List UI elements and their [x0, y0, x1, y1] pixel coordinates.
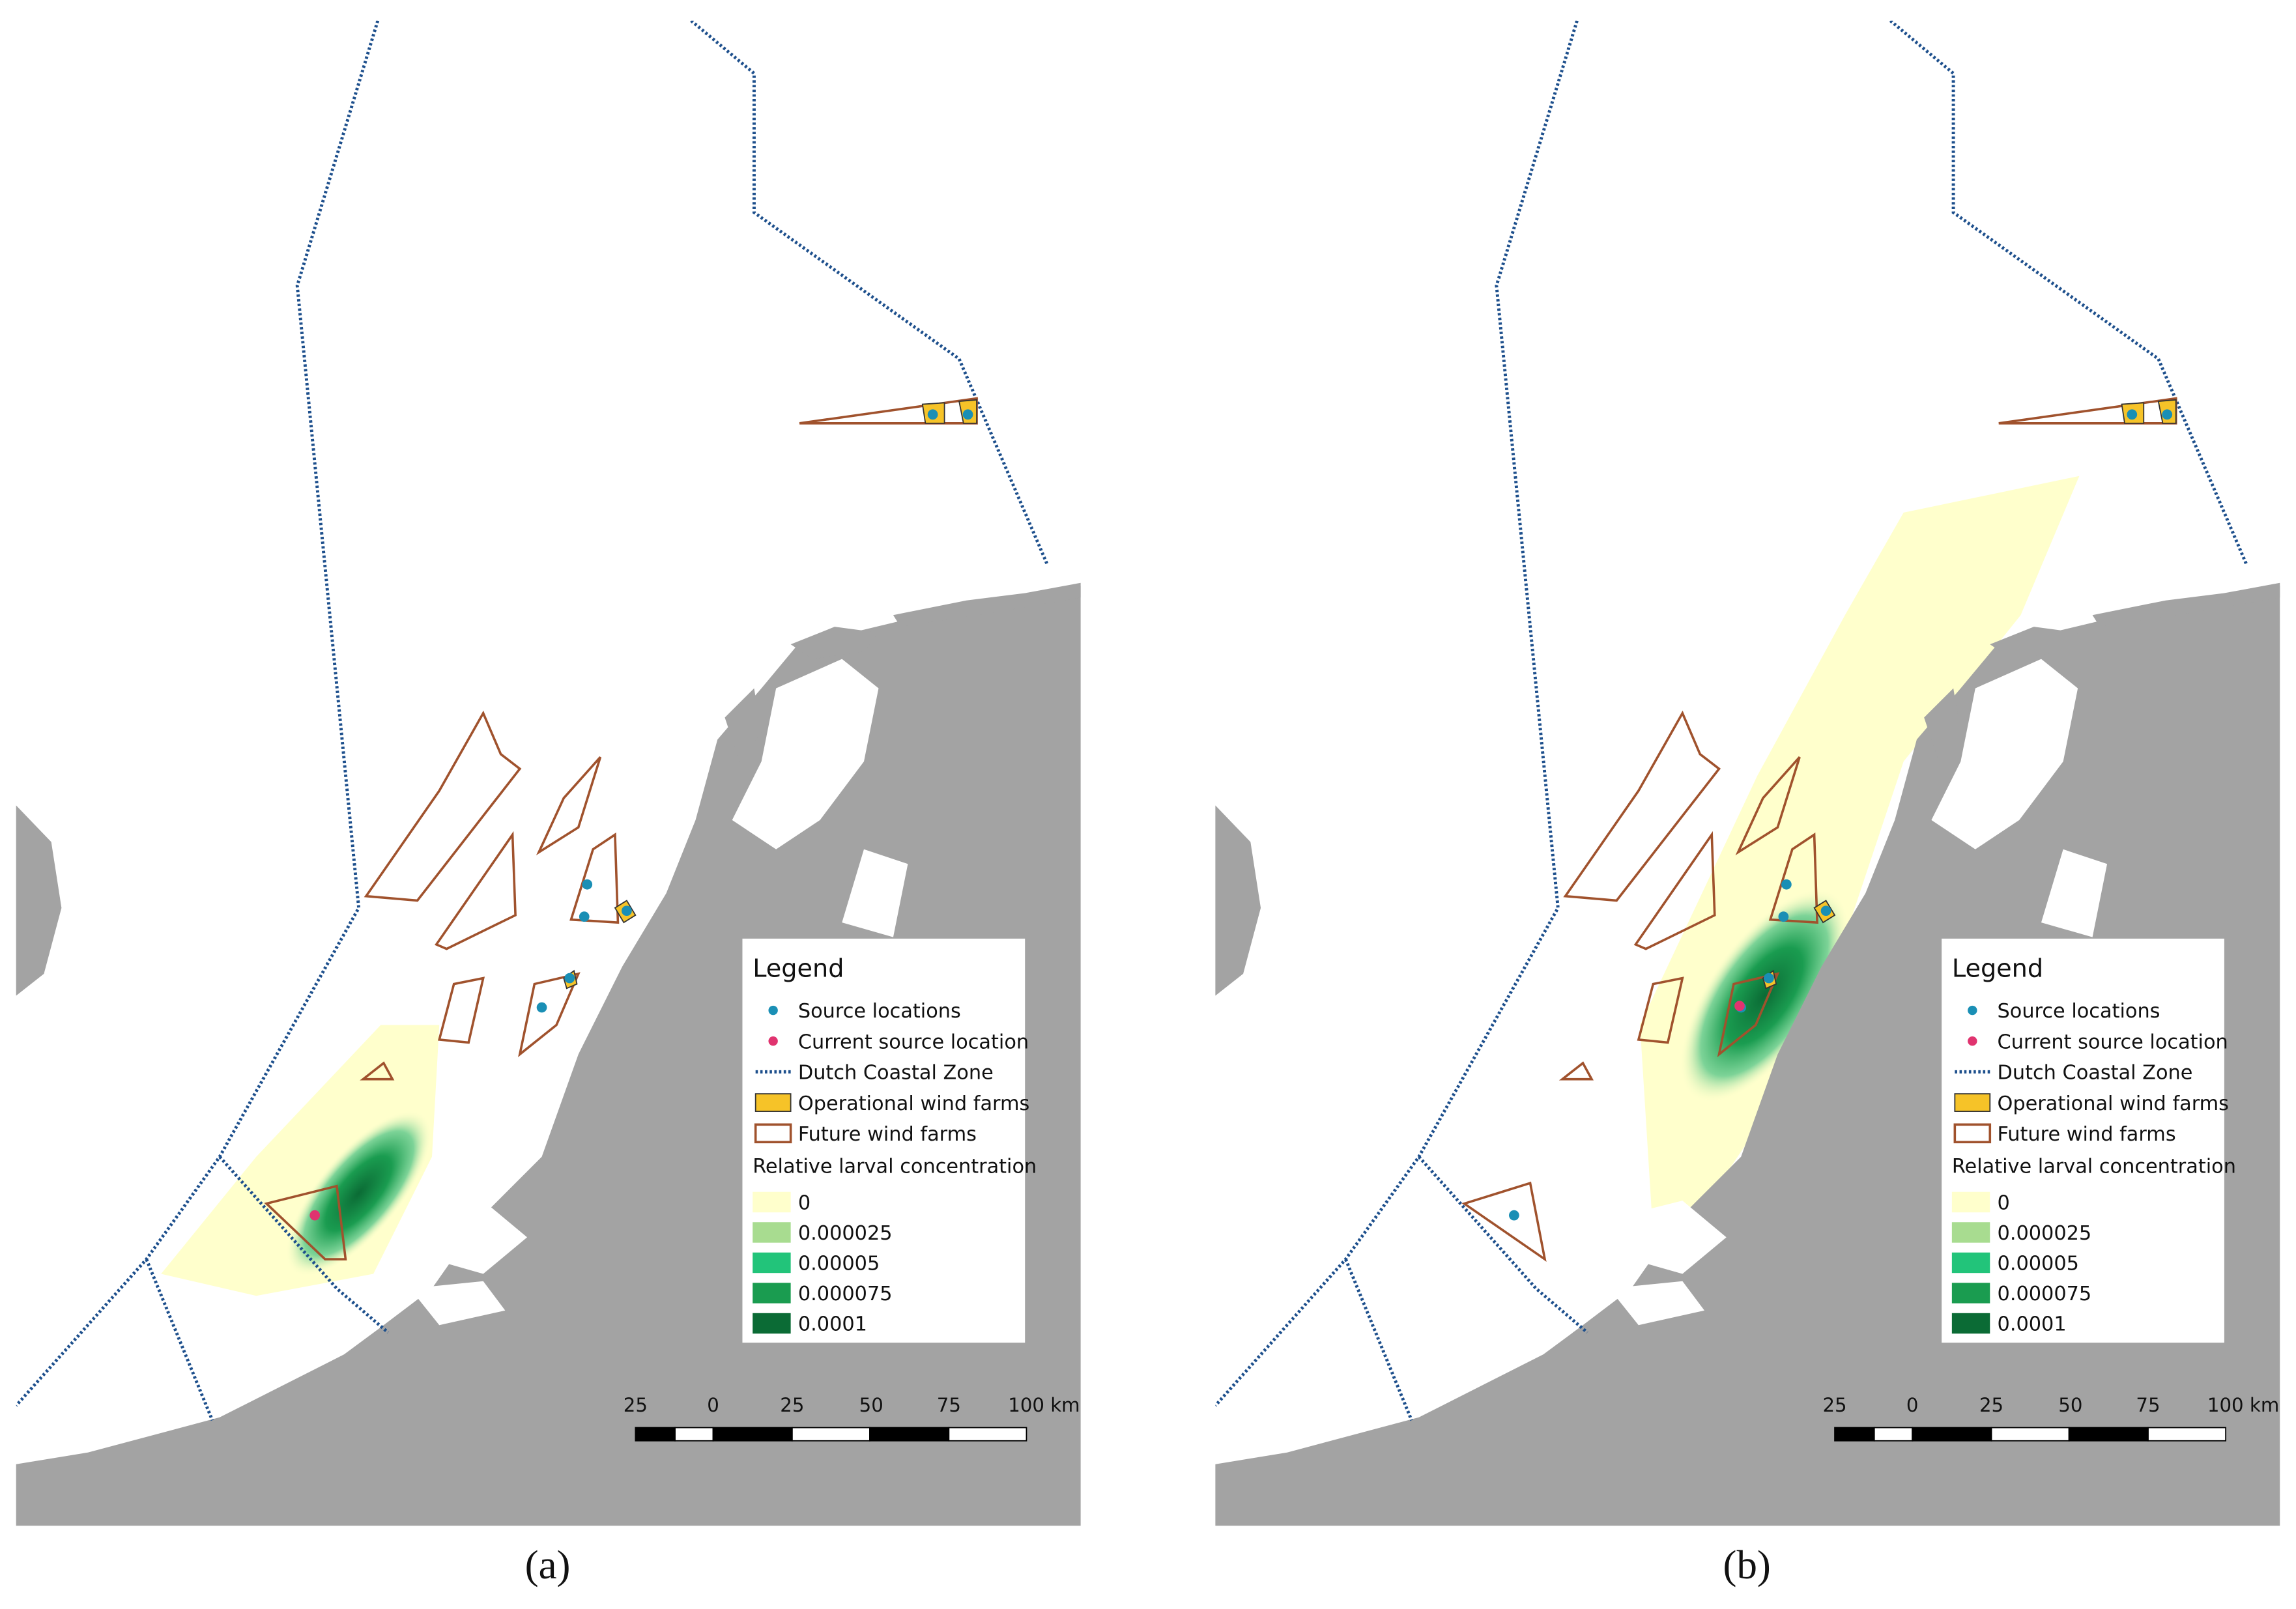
legend-label: 0.00005	[798, 1253, 880, 1275]
legend-swatch	[753, 1313, 791, 1334]
scale-label: 75	[937, 1394, 961, 1416]
scale-label: 25	[1979, 1394, 2003, 1416]
legend: Legend Source locations Current source loc…	[1942, 938, 2236, 1343]
scale-segment	[2147, 1427, 2227, 1442]
scale-segment	[674, 1427, 714, 1442]
legend-label: Dutch Coastal Zone	[1998, 1062, 2193, 1085]
legend-label: 0.0001	[1998, 1313, 2067, 1336]
legend-swatch	[1951, 1313, 1990, 1334]
scale-segment	[1873, 1427, 1914, 1442]
future-wind-farm	[264, 1184, 347, 1260]
legend-symbol	[1954, 1093, 1991, 1112]
source-dot	[1508, 1210, 1519, 1221]
current-source	[309, 1210, 321, 1221]
legend-label: 0.000025	[1998, 1222, 2092, 1245]
legend-label: Source locations	[1998, 1000, 2160, 1023]
legend-label: Future wind farms	[798, 1123, 977, 1146]
legend-box	[742, 938, 1026, 1343]
scale-bar: 25 0 25 50 75 100 km	[1822, 1394, 2279, 1442]
legend-swatch	[753, 1222, 791, 1243]
scale-segment	[712, 1427, 793, 1442]
legend: Legend Source locations Current source loc…	[742, 938, 1037, 1343]
scale-segment	[1834, 1427, 1875, 1442]
scale-label: 25	[1822, 1394, 1846, 1416]
legend-label: Operational wind farms	[798, 1092, 1029, 1115]
legend-swatch	[753, 1283, 791, 1303]
legend-title: Legend	[753, 954, 844, 983]
scale-segment	[635, 1427, 676, 1442]
legend-symbol	[768, 1005, 778, 1016]
legend-label: Current source location	[798, 1031, 1029, 1053]
legend-label: 0.00005	[1998, 1253, 2079, 1275]
scale-bar: 25 0 25 50 75 100 km	[624, 1394, 1080, 1442]
legend-symbol	[754, 1093, 792, 1112]
scale-label: 50	[2058, 1394, 2082, 1416]
scale-label: 75	[2136, 1394, 2160, 1416]
legend-symbol	[1968, 1036, 1977, 1046]
scale-label: 100 km	[1008, 1394, 1080, 1416]
legend-label: 0	[798, 1192, 811, 1215]
legend-swatch	[1951, 1222, 1990, 1243]
legend-title: Legend	[1952, 954, 2043, 983]
current-source	[1734, 1001, 1745, 1012]
plume-core	[1680, 889, 1850, 1103]
scale-label: 0	[1906, 1394, 1919, 1416]
future-wind-farm	[1461, 1181, 1547, 1262]
scale-segment	[2068, 1427, 2149, 1442]
scale-label: 100 km	[2207, 1394, 2279, 1416]
legend-subtitle: Relative larval concentration	[753, 1155, 1037, 1178]
scale-segment	[1912, 1427, 1992, 1442]
legend-subtitle: Relative larval concentration	[1952, 1155, 2236, 1178]
legend-label: Operational wind farms	[1998, 1092, 2229, 1115]
legend-label: 0.000025	[798, 1222, 893, 1245]
legend-swatch	[1951, 1191, 1990, 1213]
scale-label: 25	[624, 1394, 648, 1416]
scale-segment	[869, 1427, 950, 1442]
scale-segment	[1990, 1427, 2070, 1442]
legend-label: 0	[1998, 1192, 2010, 1215]
legend-label: Source locations	[798, 1000, 961, 1023]
legend-swatch	[753, 1191, 791, 1213]
legend-symbol	[1953, 1123, 1992, 1144]
plume-core	[285, 1110, 432, 1277]
scale-segment	[948, 1427, 1027, 1442]
legend-symbol	[768, 1036, 778, 1046]
scale-label: 0	[707, 1394, 719, 1416]
caption: (a)	[525, 1542, 571, 1588]
legend-symbol	[1968, 1005, 1977, 1016]
panel-a: Legend Source locations Current source loc…	[16, 21, 1081, 1588]
scale-segment	[791, 1427, 870, 1442]
legend-label: Current source location	[1998, 1031, 2228, 1053]
legend-label: 0.000075	[1998, 1283, 2092, 1305]
panel-b: Legend Source locations Current source loc…	[1215, 21, 2280, 1588]
legend-box	[1942, 938, 2224, 1343]
scale-label: 50	[859, 1394, 883, 1416]
legend-swatch	[1951, 1283, 1990, 1303]
legend-label: Future wind farms	[1998, 1123, 2176, 1146]
legend-swatch	[1951, 1252, 1990, 1274]
legend-label: 0.000075	[798, 1283, 893, 1305]
legend-label: 0.0001	[798, 1313, 867, 1336]
legend-label: Dutch Coastal Zone	[798, 1062, 994, 1085]
legend-symbol	[754, 1123, 792, 1144]
scale-label: 25	[780, 1394, 804, 1416]
legend-swatch	[753, 1252, 791, 1274]
caption: (b)	[1723, 1542, 1771, 1588]
